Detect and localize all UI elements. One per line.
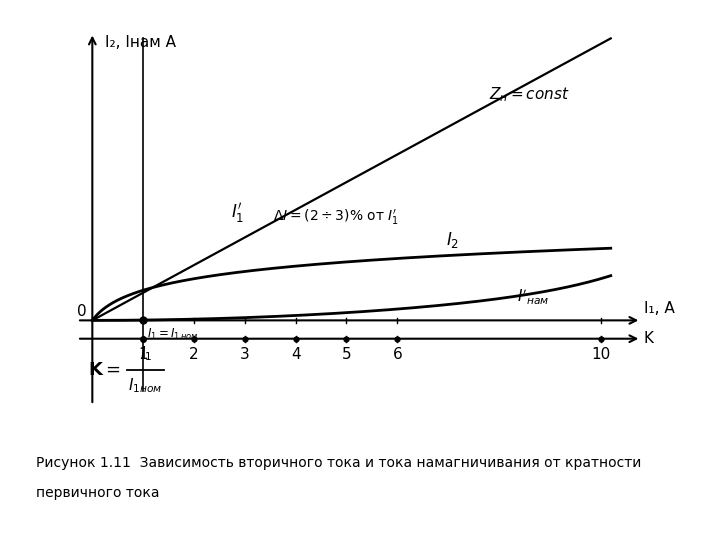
- Text: $\mathbf{K} = $: $\mathbf{K} = $: [89, 361, 121, 379]
- Text: $I_2$: $I_2$: [446, 231, 459, 251]
- Text: 4: 4: [291, 347, 300, 362]
- Text: 10: 10: [591, 347, 610, 362]
- Text: $I_1'$: $I_1'$: [230, 201, 244, 225]
- Text: $Z_н = const$: $Z_н = const$: [489, 85, 570, 104]
- Text: 2: 2: [189, 347, 199, 362]
- Text: Рисунок 1.11  Зависимость вторичного тока и тока намагничивания от кратности: Рисунок 1.11 Зависимость вторичного тока…: [36, 456, 642, 470]
- Text: K: K: [644, 331, 654, 346]
- Text: I₂, Iнам A: I₂, Iнам A: [105, 36, 176, 50]
- Text: $I_{1ном}$: $I_{1ном}$: [128, 377, 163, 395]
- Text: 3: 3: [240, 347, 250, 362]
- Text: $I'_{нам}$: $I'_{нам}$: [517, 288, 549, 307]
- Text: $\Delta I = (2\div 3)$% от $I_1'$: $\Delta I = (2\div 3)$% от $I_1'$: [273, 208, 399, 227]
- Text: 0: 0: [76, 304, 86, 319]
- Text: 6: 6: [392, 347, 402, 362]
- Text: первичного тока: первичного тока: [36, 486, 160, 500]
- Text: $I_1$: $I_1$: [140, 344, 152, 363]
- Text: I₁, A: I₁, A: [644, 301, 675, 316]
- Text: $I_1{=}I_{1\,ном}$: $I_1{=}I_{1\,ном}$: [147, 327, 199, 342]
- Text: 1: 1: [138, 347, 148, 362]
- Text: 5: 5: [341, 347, 351, 362]
